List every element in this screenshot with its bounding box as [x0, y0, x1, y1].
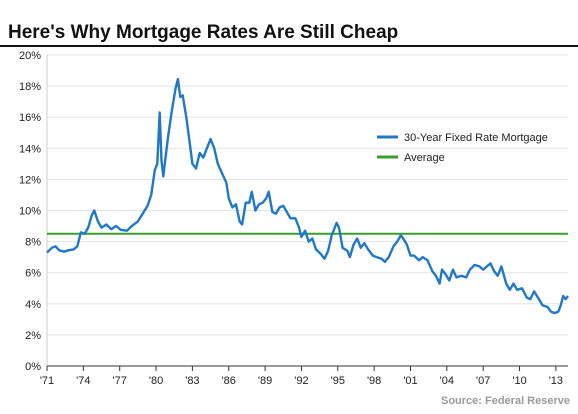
y-tick-label: 16% [19, 112, 41, 124]
x-tick-label: '71 [40, 375, 54, 387]
x-tick-label: '04 [440, 375, 454, 387]
y-tick-label: 2% [25, 330, 41, 342]
x-tick-label: '92 [294, 375, 308, 387]
y-tick-label: 0% [25, 361, 41, 373]
x-tick-label: '89 [258, 375, 272, 387]
x-tick-label: '83 [185, 375, 199, 387]
source-note: Source: Federal Reserve [440, 395, 570, 407]
x-tick-label: '13 [549, 375, 563, 387]
y-tick-label: 14% [19, 143, 41, 155]
y-tick-label: 6% [25, 268, 41, 280]
title-rule [0, 45, 578, 47]
gridlines [47, 54, 568, 336]
y-tick-label: 4% [25, 299, 41, 311]
legend: 30-Year Fixed Rate Mortgage Average [377, 132, 548, 164]
x-tick-label: '86 [222, 375, 236, 387]
x-axis-ticks: '71 '74 '77 '80 '83 '86 '89 '92 '95 '98 '01 '04 '07 '… [40, 366, 563, 387]
x-tick-label: '10 [512, 375, 526, 387]
y-tick-label: 10% [19, 206, 41, 218]
y-axis-ticks: 0% 2% 4% 6% 8% 10% 12% 14% 16% 18% 20% [19, 50, 41, 373]
x-tick-label: '07 [476, 375, 490, 387]
legend-label-average: Average [404, 152, 445, 164]
x-tick-label: '80 [149, 375, 163, 387]
y-tick-label: 12% [19, 174, 41, 186]
series [46, 77, 569, 315]
x-tick-label: '01 [403, 375, 417, 387]
y-tick-label: 18% [19, 81, 41, 93]
y-tick-label: 20% [19, 50, 41, 62]
x-tick-label: '74 [76, 375, 90, 387]
y-tick-label: 8% [25, 237, 41, 249]
x-tick-label: '95 [331, 375, 345, 387]
x-tick-label: '77 [113, 375, 127, 387]
x-tick-label: '98 [367, 375, 381, 387]
legend-label-mortgage: 30-Year Fixed Rate Mortgage [404, 132, 548, 144]
series-line-mortgage [46, 77, 569, 315]
page-title: Here's Why Mortgage Rates Are Still Chea… [8, 22, 399, 43]
